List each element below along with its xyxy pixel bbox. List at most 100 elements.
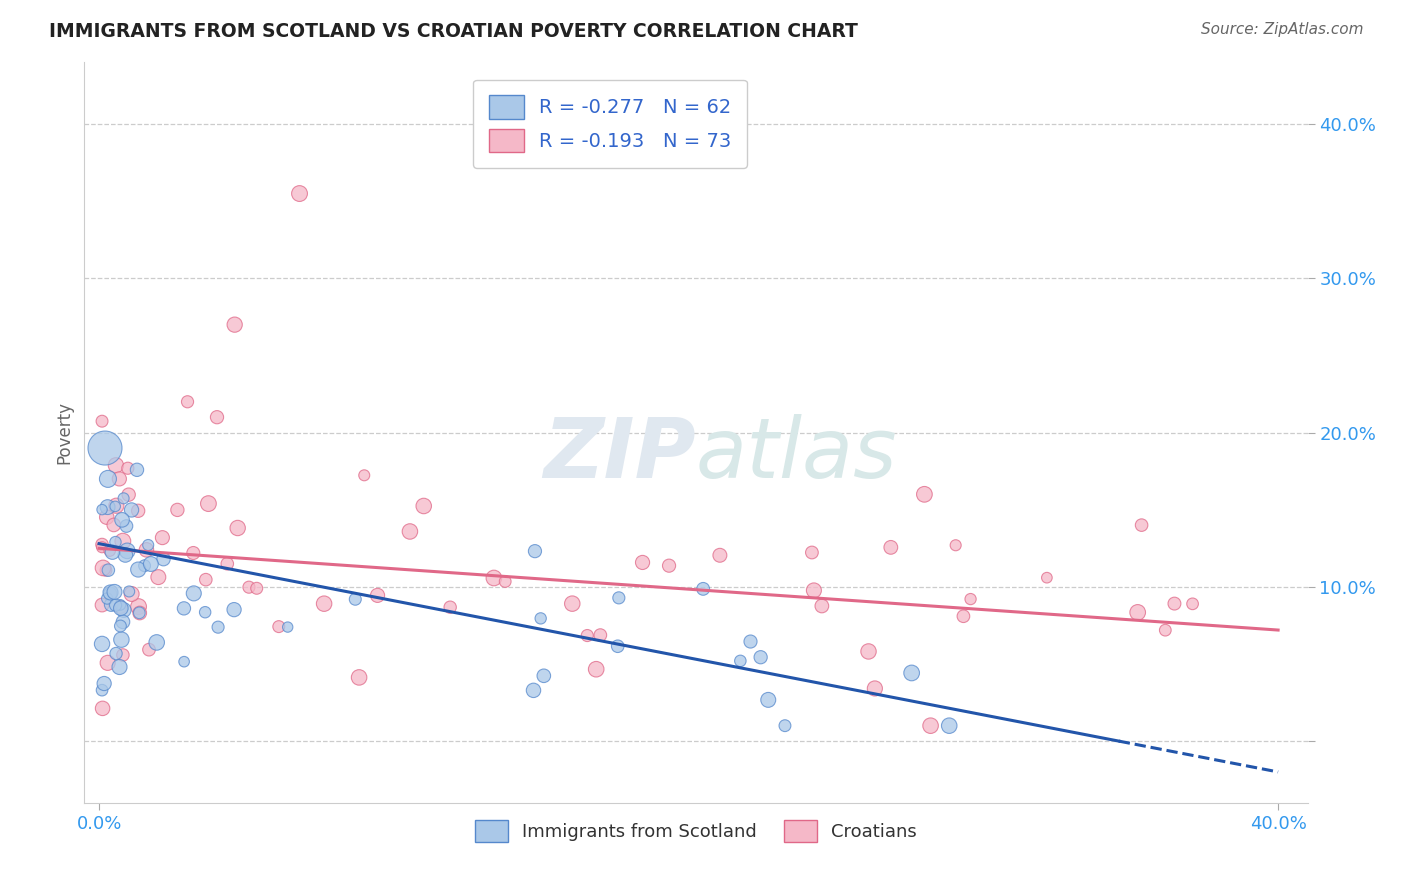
Point bbox=[589, 628, 612, 642]
Point bbox=[194, 605, 217, 619]
Text: IMMIGRANTS FROM SCOTLAND VS CROATIAN POVERTY CORRELATION CHART: IMMIGRANTS FROM SCOTLAND VS CROATIAN POV… bbox=[49, 22, 858, 41]
Point bbox=[94, 563, 117, 577]
Point bbox=[1181, 597, 1204, 611]
Point bbox=[128, 606, 150, 620]
Point bbox=[585, 662, 607, 676]
Point bbox=[128, 599, 150, 614]
Point bbox=[110, 601, 132, 615]
Point bbox=[959, 592, 981, 607]
Point bbox=[399, 524, 422, 539]
Point bbox=[103, 585, 125, 599]
Point bbox=[152, 552, 174, 566]
Point bbox=[173, 601, 195, 615]
Point bbox=[114, 548, 136, 562]
Point bbox=[347, 670, 370, 684]
Point bbox=[773, 719, 796, 733]
Point bbox=[148, 570, 170, 584]
Point bbox=[880, 541, 903, 555]
Point bbox=[920, 719, 942, 733]
Point bbox=[125, 463, 148, 477]
Point bbox=[183, 586, 205, 600]
Point bbox=[1126, 606, 1149, 620]
Point bbox=[104, 598, 127, 612]
Point bbox=[692, 582, 714, 596]
Text: ZIP: ZIP bbox=[543, 414, 696, 495]
Point bbox=[224, 318, 246, 332]
Point bbox=[756, 693, 779, 707]
Point bbox=[135, 542, 157, 557]
Point bbox=[121, 503, 143, 517]
Point bbox=[91, 537, 114, 551]
Point bbox=[91, 637, 114, 651]
Point bbox=[863, 681, 886, 696]
Point bbox=[606, 639, 628, 653]
Point bbox=[98, 543, 121, 558]
Point bbox=[139, 557, 162, 571]
Point bbox=[111, 615, 134, 629]
Point bbox=[749, 650, 772, 665]
Point bbox=[207, 620, 229, 634]
Point bbox=[1154, 623, 1177, 637]
Point bbox=[127, 504, 149, 518]
Point bbox=[91, 701, 114, 715]
Point bbox=[811, 599, 834, 613]
Point bbox=[1130, 518, 1153, 533]
Point bbox=[226, 521, 249, 535]
Point bbox=[117, 461, 139, 475]
Point bbox=[101, 545, 124, 559]
Point bbox=[353, 468, 375, 483]
Point bbox=[217, 557, 239, 571]
Point bbox=[277, 620, 299, 634]
Point bbox=[108, 472, 131, 486]
Point bbox=[439, 600, 461, 615]
Point bbox=[121, 587, 143, 601]
Point bbox=[314, 597, 336, 611]
Point bbox=[98, 587, 121, 601]
Point bbox=[181, 546, 204, 560]
Point bbox=[91, 561, 114, 575]
Point bbox=[93, 676, 115, 690]
Point bbox=[104, 500, 127, 514]
Point bbox=[1036, 571, 1059, 585]
Point bbox=[115, 544, 138, 558]
Point bbox=[197, 497, 219, 511]
Point bbox=[127, 563, 149, 577]
Point bbox=[112, 603, 135, 617]
Point bbox=[110, 632, 132, 647]
Point bbox=[91, 683, 114, 698]
Point bbox=[858, 644, 880, 658]
Point bbox=[118, 584, 141, 599]
Point bbox=[482, 571, 505, 585]
Point bbox=[111, 648, 134, 662]
Point bbox=[222, 602, 245, 616]
Point bbox=[631, 556, 654, 570]
Point bbox=[91, 598, 114, 612]
Point bbox=[152, 531, 174, 545]
Point bbox=[803, 583, 825, 598]
Point bbox=[112, 491, 135, 506]
Point bbox=[561, 597, 583, 611]
Point bbox=[912, 487, 935, 501]
Point bbox=[115, 519, 138, 533]
Point bbox=[105, 647, 128, 661]
Y-axis label: Poverty: Poverty bbox=[55, 401, 73, 464]
Point bbox=[110, 599, 132, 614]
Point bbox=[938, 719, 960, 733]
Point bbox=[97, 563, 120, 577]
Point bbox=[367, 588, 389, 602]
Point bbox=[103, 518, 125, 533]
Point bbox=[900, 665, 922, 680]
Point bbox=[96, 591, 118, 606]
Point bbox=[145, 635, 167, 649]
Point bbox=[194, 573, 217, 587]
Point bbox=[522, 683, 544, 698]
Point bbox=[117, 488, 139, 502]
Point bbox=[134, 558, 156, 573]
Point bbox=[91, 540, 114, 554]
Point bbox=[97, 500, 120, 515]
Point bbox=[709, 549, 731, 563]
Point bbox=[97, 656, 120, 670]
Point bbox=[96, 510, 118, 524]
Point bbox=[730, 654, 752, 668]
Point bbox=[100, 598, 122, 612]
